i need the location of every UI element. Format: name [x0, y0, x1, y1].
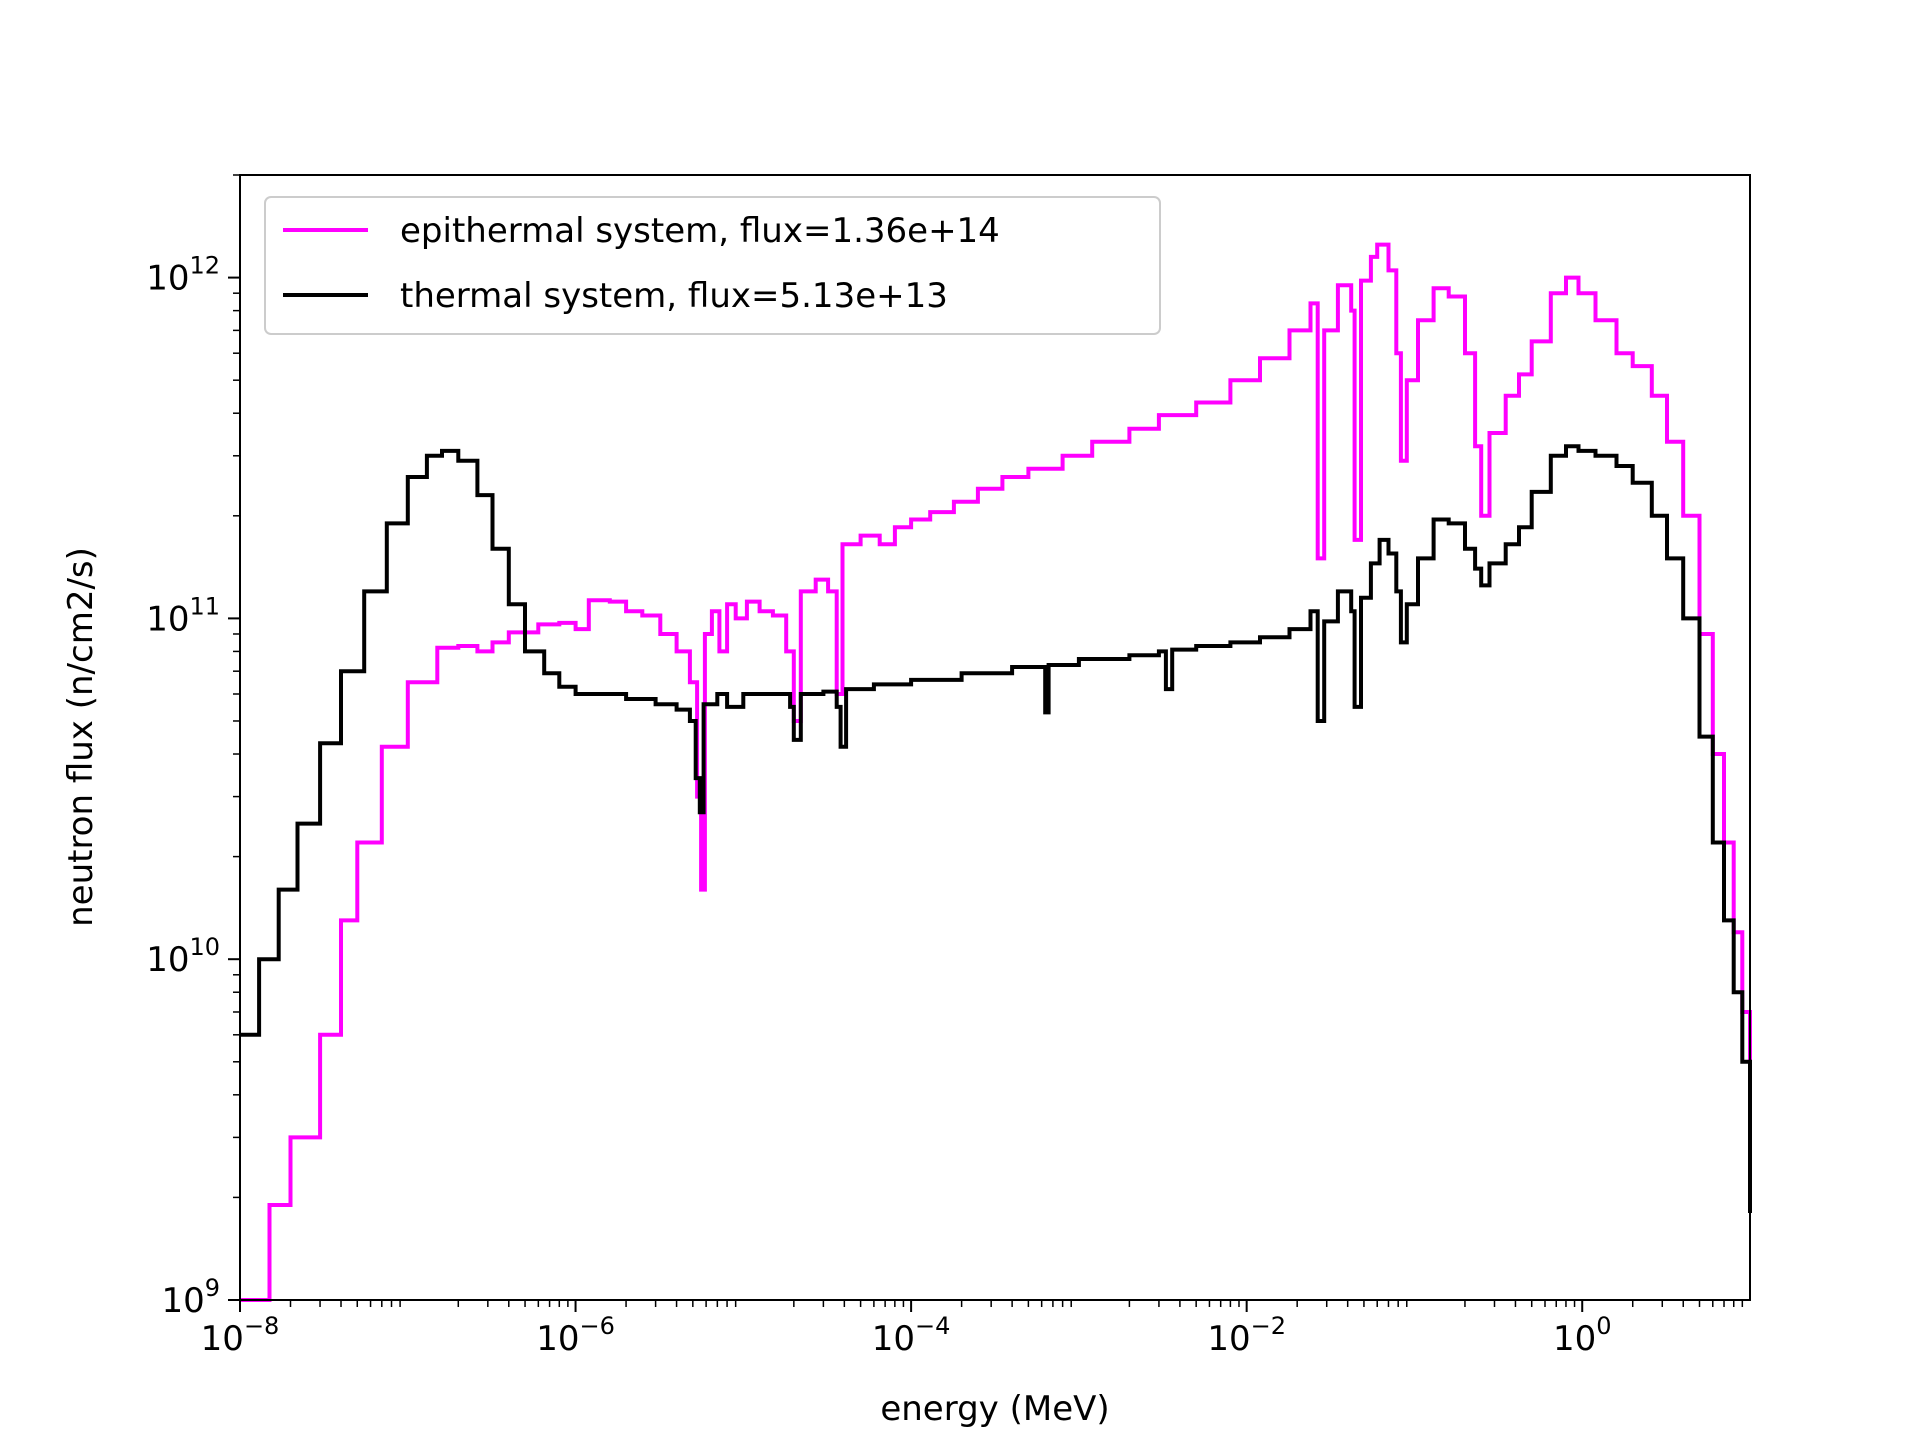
legend: epithermal system, flux=1.36e+14 thermal… — [264, 196, 1161, 335]
series-layer — [240, 242, 1752, 1302]
y-axis-ticks: 109 1010 1011 1012 — [146, 252, 240, 1321]
x-axis-label: energy (MeV) — [880, 1389, 1109, 1429]
plot-frame — [239, 174, 1751, 1301]
y-tick-label: 1011 — [146, 592, 220, 639]
x-tick-label: 100 — [1553, 1312, 1612, 1359]
y-tick-label: 1010 — [146, 933, 220, 980]
series-line-thermal — [240, 444, 1752, 1213]
x-tick-label: 10−2 — [1207, 1312, 1286, 1359]
x-tick-label: 10−6 — [536, 1312, 615, 1359]
series-line-epithermal — [240, 242, 1752, 1302]
legend-label-epithermal: epithermal system, flux=1.36e+14 — [400, 211, 1000, 251]
x-tick-label: 10−4 — [872, 1312, 951, 1359]
legend-label-thermal: thermal system, flux=5.13e+13 — [400, 276, 948, 316]
y-tick-label: 109 — [161, 1274, 220, 1321]
x-axis-ticks: 10−8 10−6 10−4 10−2 100 — [201, 1300, 1612, 1359]
y-axis-label: neutron flux (n/cm2/s) — [61, 547, 101, 927]
y-tick-label: 1012 — [146, 252, 220, 299]
minor-ticks — [233, 174, 1744, 1307]
x-tick-label: 10−8 — [201, 1312, 280, 1359]
legend-box — [264, 196, 1161, 335]
